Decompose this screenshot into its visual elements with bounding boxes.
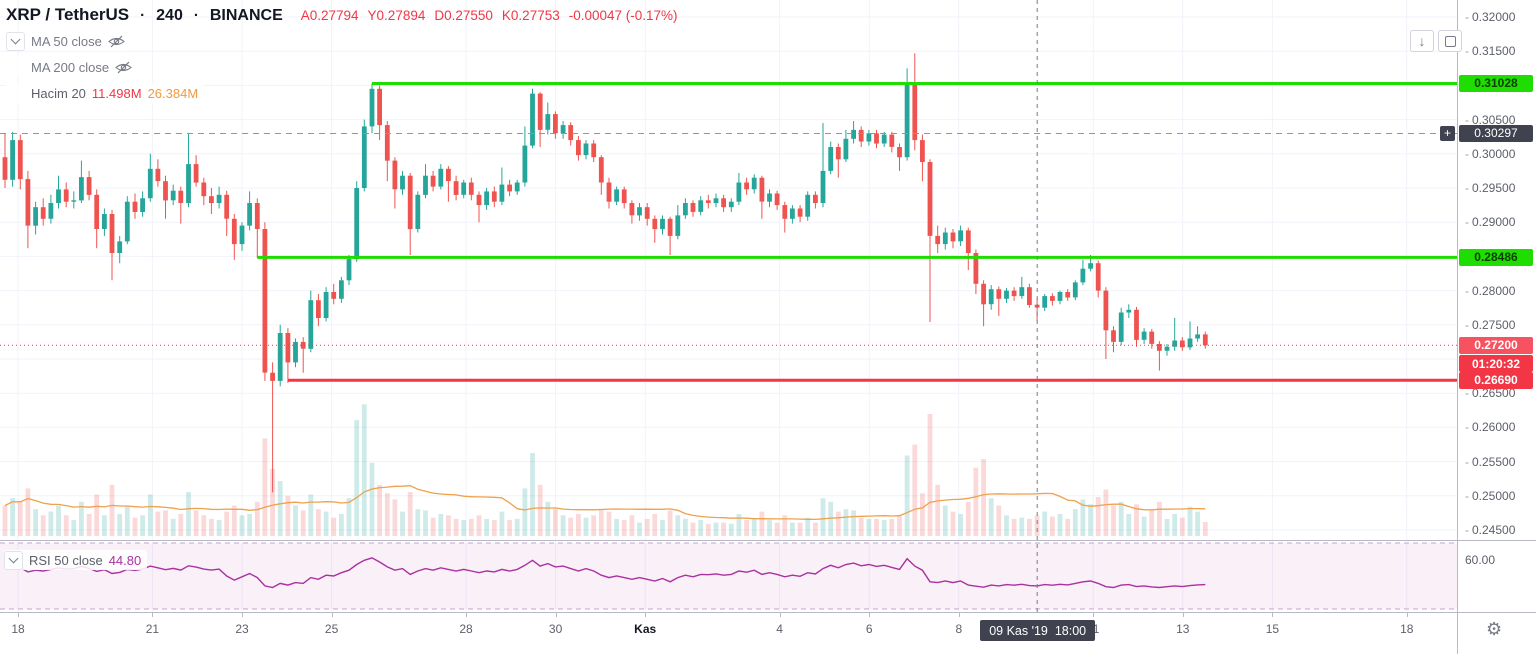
ohlc-change: -0.00047 (-0.17%) <box>568 8 678 23</box>
time-axis-tick: 28 <box>459 622 473 636</box>
time-axis-tick-mark <box>1406 613 1408 617</box>
price-axis-tick: -0.32000 <box>1465 10 1516 24</box>
price-axis-tick: -0.30500 <box>1465 112 1516 127</box>
legend-collapse-button[interactable] <box>6 31 25 51</box>
ma50-label[interactable]: MA 50 close <box>31 33 102 49</box>
time-axis-tick: 13 <box>1176 622 1190 636</box>
time-axis-tick-mark <box>242 613 243 617</box>
time-axis-tick: 25 <box>324 622 339 636</box>
exchange-label: BINANCE <box>209 7 283 24</box>
settings-gear-icon[interactable]: ⚙ <box>1486 619 1503 639</box>
last-price-badge: 0.27200 <box>1459 336 1533 354</box>
time-axis-tick: 18 <box>11 622 25 636</box>
add-alert-plus-button[interactable]: + <box>1440 125 1455 141</box>
ma200-label[interactable]: MA 200 close <box>31 59 110 75</box>
down-arrow-icon: ↓ <box>1418 33 1426 49</box>
time-axis-tick: 8 <box>955 622 963 636</box>
crosshair-price-badge: 0.30297 <box>1459 124 1533 142</box>
title-separator: · <box>193 7 199 24</box>
time-axis-tick-mark <box>779 613 781 617</box>
volume-value: 11.498M <box>91 85 142 101</box>
time-axis-tick: 23 <box>235 622 249 636</box>
symbol-name[interactable]: XRP / TetherUS <box>6 5 130 24</box>
time-axis-tick-mark <box>466 613 467 617</box>
legend: XRP / TetherUS · 240 · BINANCE A0.27794 … <box>6 5 678 103</box>
time-axis-tick: 6 <box>865 622 873 636</box>
ohlc-values: A0.27794 Y0.27894 D0.27550 K0.27753 -0.0… <box>301 8 678 23</box>
resistance2-price-badge: 0.28486 <box>1459 248 1533 266</box>
rsi-value: 44.80 <box>108 552 142 568</box>
support-price-badge: 0.26690 <box>1459 371 1533 389</box>
time-axis-tick-mark <box>18 613 19 617</box>
ma50-row: MA 50 close <box>6 31 131 51</box>
interval-label[interactable]: 240 <box>156 7 183 24</box>
title-separator: · <box>140 7 146 24</box>
rsi-collapse-button[interactable] <box>4 550 23 570</box>
ohlc-high: Y0.27894 <box>367 8 426 23</box>
time-axis-tick: 4 <box>776 622 783 636</box>
price-axis-tick: -0.28000 <box>1465 283 1516 298</box>
volume-label[interactable]: Hacim 20 <box>31 85 86 101</box>
scroll-to-recent-button[interactable]: ↓ <box>1410 30 1434 52</box>
ma200-row: MA 200 close <box>6 57 139 77</box>
time-axis-tick-mark <box>869 613 871 617</box>
rsi-legend: RSI 50 close 44.80 <box>4 550 148 570</box>
maximize-icon <box>1444 35 1456 47</box>
time-axis-tick-mark <box>1182 613 1184 617</box>
maximize-pane-button[interactable] <box>1438 30 1462 52</box>
time-axis[interactable]: 182123252830Kas46811131518 <box>0 613 1457 654</box>
price-axis-tick: -0.30000 <box>1465 146 1516 161</box>
price-axis-tick: -0.26000 <box>1465 420 1516 435</box>
eye-off-icon[interactable] <box>107 35 125 48</box>
volume-ma-value: 26.384M <box>147 85 199 101</box>
time-axis-tick-mark <box>331 613 333 617</box>
time-axis-tick: 30 <box>548 622 563 636</box>
time-axis-tick-mark <box>645 613 647 617</box>
price-axis-tick: -0.29500 <box>1465 181 1516 195</box>
ohlc-low: D0.27550 <box>434 8 493 23</box>
time-axis-tick: 15 <box>1265 622 1280 636</box>
ohlc-open: A0.27794 <box>300 8 359 23</box>
time-axis-tick-mark <box>1093 613 1095 617</box>
price-axis-tick: -0.25500 <box>1465 454 1516 469</box>
eye-off-icon[interactable] <box>115 61 132 74</box>
crosshair-time-badge: 09 Kas '19 18:00 <box>980 620 1096 641</box>
price-axis-border <box>1457 0 1458 654</box>
price-axis-tick: -0.27500 <box>1465 317 1516 332</box>
bar-countdown-badge: 01:20:32 <box>1459 355 1533 373</box>
pane-separator[interactable] <box>0 540 1536 541</box>
time-axis-tick-mark <box>152 613 154 617</box>
time-axis-tick-mark <box>1272 613 1274 617</box>
price-axis-tick: -0.24500 <box>1465 523 1516 537</box>
time-axis-tick: 18 <box>1400 622 1414 636</box>
price-axis-tick: -0.29000 <box>1465 215 1516 230</box>
price-axis[interactable]: -0.32000 -0.31500 -0.30500 -0.30000 -0.29500… <box>1458 0 1536 612</box>
volume-row: Hacim 20 11.498M 26.384M <box>6 83 205 103</box>
time-axis-border <box>0 612 1536 613</box>
time-axis-tick-mark <box>555 613 557 617</box>
time-axis-tick-mark <box>958 613 960 617</box>
price-axis-tick: -0.25000 <box>1465 488 1516 503</box>
time-axis-tick: Kas <box>634 622 657 636</box>
time-axis-tick: 21 <box>145 622 160 636</box>
price-axis-tick: -0.26500 <box>1465 386 1516 401</box>
symbol-title-row: XRP / TetherUS · 240 · BINANCE A0.27794 … <box>6 5 678 25</box>
rsi-label[interactable]: RSI 50 close <box>29 552 103 568</box>
resistance1-price-badge: 0.31028 <box>1459 74 1533 92</box>
ohlc-close: K0.27753 <box>501 8 560 23</box>
price-axis-tick: -0.31500 <box>1465 44 1516 59</box>
rsi-axis-tick: 60.00 <box>1465 552 1496 567</box>
